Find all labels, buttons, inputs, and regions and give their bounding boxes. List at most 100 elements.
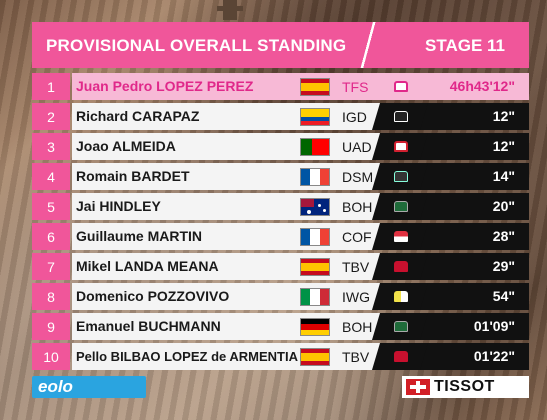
- australia-flag-icon: [300, 198, 330, 216]
- team-code: COF: [342, 229, 372, 245]
- page-title: PROVISIONAL OVERALL STANDING: [46, 36, 347, 55]
- rider-name: Joao ALMEIDA: [76, 138, 176, 154]
- pink-jersey-icon: [394, 81, 408, 92]
- position: 5: [32, 193, 70, 220]
- rider-name: Juan Pedro LOPEZ PEREZ: [76, 78, 254, 94]
- green-jersey-icon: [394, 321, 408, 332]
- team-code: DSM: [342, 169, 374, 185]
- france-flag-icon: [300, 168, 330, 186]
- jersey-cell: [372, 163, 428, 190]
- standing-row: 9 Emanuel BUCHMANN BOH 01'09": [32, 313, 529, 340]
- jersey-cell: [372, 193, 428, 220]
- standing-row: 2 Richard CARAPAZ IGD 12": [32, 103, 529, 130]
- time-gap: 29": [492, 258, 515, 274]
- time-gap: 01'09": [473, 318, 515, 334]
- black-jersey-icon: [394, 111, 408, 122]
- tissot-logo: [402, 376, 529, 398]
- standings-header: [32, 22, 529, 68]
- name-cell: Pello BILBAO LOPEZ de ARMENTIA TBV: [72, 343, 432, 370]
- eolo-logo-text: eolo: [38, 377, 73, 396]
- rider-name: Pello BILBAO LOPEZ de ARMENTIA: [76, 349, 298, 364]
- rider-name: Emanuel BUCHMANN: [76, 318, 221, 334]
- time-cell: 14": [410, 163, 529, 190]
- yellow-white-jersey-icon: [394, 291, 408, 302]
- jersey-cell: [372, 133, 428, 160]
- jersey-cell: [372, 223, 428, 250]
- standing-row: 3 Joao ALMEIDA UAD 12": [32, 133, 529, 160]
- position: 1: [32, 73, 70, 100]
- name-cell: Jai HINDLEY BOH: [72, 193, 432, 220]
- time-gap: 46h43'12": [449, 78, 515, 94]
- rider-name: Domenico POZZOVIVO: [76, 288, 230, 304]
- rider-name: Romain BARDET: [76, 168, 190, 184]
- team-code: IWG: [342, 289, 370, 305]
- name-cell: Guillaume MARTIN COF: [72, 223, 432, 250]
- time-cell: 54": [410, 283, 529, 310]
- standing-row: 4 Romain BARDET DSM 14": [32, 163, 529, 190]
- red-white-jersey-icon: [394, 231, 408, 242]
- jersey-cell: [372, 73, 428, 100]
- name-cell: Domenico POZZOVIVO IWG: [72, 283, 432, 310]
- black-jersey-icon: [394, 171, 408, 182]
- time-gap: 14": [492, 168, 515, 184]
- time-cell: 20": [410, 193, 529, 220]
- time-gap: 28": [492, 228, 515, 244]
- spain-flag-icon: [300, 258, 330, 276]
- time-gap: 12": [492, 138, 515, 154]
- tissot-logo-text: TISSOT: [434, 378, 495, 395]
- ecuador-flag-icon: [300, 108, 330, 126]
- red-jersey-icon: [394, 261, 408, 272]
- tissot-cross-icon: [406, 379, 430, 395]
- header-divider: [360, 22, 380, 68]
- germany-flag-icon: [300, 318, 330, 336]
- position: 2: [32, 103, 70, 130]
- portugal-flag-icon: [300, 138, 330, 156]
- name-cell: Emanuel BUCHMANN BOH: [72, 313, 432, 340]
- team-code: BOH: [342, 199, 373, 215]
- name-cell: Romain BARDET DSM: [72, 163, 432, 190]
- time-cell: 29": [410, 253, 529, 280]
- time-gap: 20": [492, 198, 515, 214]
- jersey-cell: [372, 313, 428, 340]
- rider-name: Mikel LANDA MEANA: [76, 258, 219, 274]
- position: 3: [32, 133, 70, 160]
- name-cell: Juan Pedro LOPEZ PEREZ TFS: [72, 73, 432, 100]
- jersey-cell: [372, 103, 428, 130]
- team-code: BOH: [342, 319, 373, 335]
- white-red-jersey-icon: [394, 141, 408, 152]
- rider-name: Richard CARAPAZ: [76, 108, 200, 124]
- green-jersey-icon: [394, 201, 408, 212]
- team-code: UAD: [342, 139, 372, 155]
- time-cell: 01'22": [410, 343, 529, 370]
- time-cell: 01'09": [410, 313, 529, 340]
- position: 6: [32, 223, 70, 250]
- time-cell: 12": [410, 103, 529, 130]
- name-cell: Mikel LANDA MEANA TBV: [72, 253, 432, 280]
- rider-name: Jai HINDLEY: [76, 198, 161, 214]
- jersey-cell: [372, 343, 428, 370]
- team-code: TFS: [342, 79, 369, 95]
- standing-row: 6 Guillaume MARTIN COF 28": [32, 223, 529, 250]
- france-flag-icon: [300, 228, 330, 246]
- team-code: TBV: [342, 259, 370, 275]
- position: 8: [32, 283, 70, 310]
- standing-row: 8 Domenico POZZOVIVO IWG 54": [32, 283, 529, 310]
- name-cell: Richard CARAPAZ IGD: [72, 103, 432, 130]
- rider-name: Guillaume MARTIN: [76, 228, 203, 244]
- spain-flag-icon: [300, 78, 330, 96]
- position: 4: [32, 163, 70, 190]
- name-cell: Joao ALMEIDA UAD: [72, 133, 432, 160]
- time-gap: 54": [492, 288, 515, 304]
- red-jersey-icon: [394, 351, 408, 362]
- time-gap: 01'22": [473, 348, 515, 364]
- stage-label: STAGE 11: [425, 36, 505, 55]
- team-code: IGD: [342, 109, 367, 125]
- position: 7: [32, 253, 70, 280]
- team-code: TBV: [342, 349, 370, 365]
- eolo-logo: [32, 376, 146, 398]
- time-gap: 12": [492, 108, 515, 124]
- position: 10: [32, 343, 70, 370]
- standing-row: 1 Juan Pedro LOPEZ PEREZ TFS 46h43'12": [32, 73, 529, 100]
- position: 9: [32, 313, 70, 340]
- standing-row: 5 Jai HINDLEY BOH 20": [32, 193, 529, 220]
